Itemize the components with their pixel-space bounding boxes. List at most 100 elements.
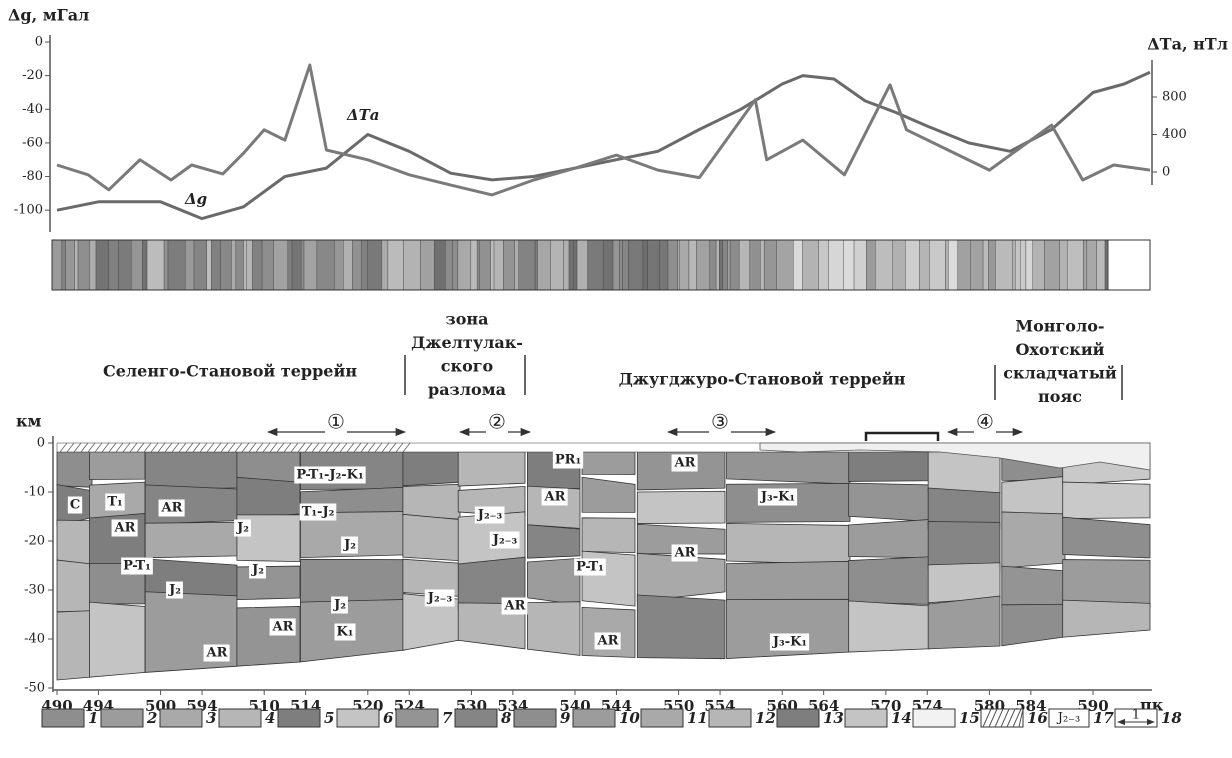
- rock-label-bg: [299, 503, 337, 521]
- rock-block: [89, 601, 146, 678]
- rock-label-bg: [552, 451, 584, 469]
- strip-band: [988, 239, 996, 291]
- legend-number: 9: [560, 709, 571, 727]
- strip-band: [622, 239, 629, 291]
- strip-band: [738, 239, 750, 291]
- rock-label: J₂₋₃: [492, 533, 518, 548]
- strip-band: [287, 239, 293, 291]
- hatch: [87, 442, 96, 453]
- depth-tick-label: -50: [24, 681, 45, 696]
- legend-number: 8: [501, 709, 512, 727]
- surface-cover: [759, 442, 1151, 471]
- hatch: [157, 442, 166, 453]
- hatch: [164, 442, 173, 453]
- region-heading: Джугджуро-Становой террейн: [619, 370, 906, 389]
- strip-band: [503, 239, 515, 291]
- rock-block: [56, 559, 93, 613]
- strip-band: [619, 239, 623, 291]
- legend-swatch: [912, 708, 956, 728]
- strip-band: [118, 239, 132, 291]
- strip-band: [573, 239, 578, 291]
- strip-band: [892, 239, 906, 291]
- rock-label-bg: [331, 596, 348, 614]
- rock-block: [726, 451, 851, 485]
- legend-swatch: [776, 708, 820, 728]
- y2-tick-label: 0: [1162, 164, 1170, 179]
- strip-band: [193, 239, 207, 291]
- legend-number: 13: [823, 709, 844, 727]
- strip-band: [261, 239, 274, 291]
- rock-label-bg: [671, 454, 698, 472]
- strip: [51, 239, 1151, 291]
- hatch: [192, 442, 201, 453]
- rock-block: [581, 451, 636, 475]
- hatch: [988, 708, 998, 728]
- y2-tick-label: 400: [1162, 127, 1187, 142]
- hatch: [346, 442, 355, 453]
- strip-band: [142, 239, 148, 291]
- rock-label: PR₁: [555, 453, 581, 468]
- hatch: [311, 442, 320, 453]
- strip-band: [866, 239, 876, 291]
- strip-band: [1096, 239, 1106, 291]
- rock-label: AR: [206, 646, 228, 661]
- rock-label-bg: [67, 496, 83, 514]
- strip-band: [316, 239, 335, 291]
- rock-label: P-T₁: [576, 560, 604, 575]
- rock-label: J₃-K₁: [760, 490, 795, 505]
- circle-bg: [974, 421, 996, 441]
- legend-number: 6: [383, 709, 394, 727]
- strip-band: [1107, 239, 1151, 291]
- strip-band: [61, 239, 66, 291]
- strip-band: [534, 239, 538, 291]
- rock-label-bg: [594, 632, 621, 650]
- strip-band: [602, 239, 614, 291]
- series-label: Δg: [184, 190, 207, 208]
- rock-block: [1001, 511, 1066, 569]
- strip-band: [420, 239, 435, 291]
- strip-band: [550, 239, 564, 291]
- circled-number: ④: [976, 410, 994, 434]
- rock-label: J₂: [251, 563, 264, 578]
- region-heading: пояс: [1038, 387, 1082, 406]
- legend-number: 17: [1093, 709, 1114, 727]
- strip-band: [659, 239, 669, 291]
- rock-label-bg: [501, 597, 528, 615]
- hatch: [234, 442, 243, 453]
- strip-band: [243, 239, 247, 291]
- strip-band: [89, 239, 97, 291]
- region-heading: зона: [446, 310, 489, 329]
- strip-band: [479, 239, 491, 291]
- strip-band: [1086, 239, 1097, 291]
- legend-swatch: [513, 708, 557, 728]
- rock-block: [236, 514, 301, 563]
- rock-label-bg: [158, 499, 185, 517]
- strip-band: [715, 239, 720, 291]
- hatch: [255, 442, 264, 453]
- rock-label: T₁-J₂: [302, 505, 335, 520]
- region-heading: разлома: [428, 380, 506, 399]
- legend-swatch: [454, 708, 498, 728]
- strip-band: [568, 239, 574, 291]
- legend-number: 5: [324, 709, 334, 727]
- circled-number: ③: [711, 410, 729, 434]
- y2-tick-label: 800: [1162, 90, 1187, 105]
- hatch: [325, 442, 334, 453]
- strip-band: [361, 239, 368, 291]
- strip-band: [1059, 239, 1068, 291]
- hatch: [402, 442, 411, 453]
- legend-swatch: [218, 708, 262, 728]
- circled-number: ②: [488, 410, 506, 434]
- hatch: [276, 442, 285, 453]
- bracket: [864, 431, 940, 441]
- rock-block: [726, 560, 851, 602]
- strip-band: [131, 239, 143, 291]
- rock-block: [636, 594, 726, 660]
- rock-block: [144, 521, 238, 559]
- legend-swatch: [159, 708, 203, 728]
- y-tick-label: -100: [14, 203, 43, 218]
- hatch: [374, 442, 383, 453]
- hatch: [353, 442, 362, 453]
- rock-block: [457, 451, 526, 487]
- legend-number: 18: [1161, 709, 1182, 727]
